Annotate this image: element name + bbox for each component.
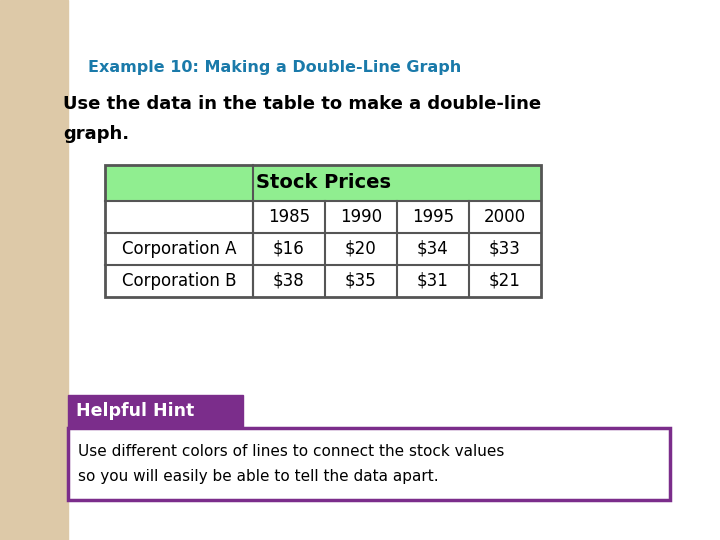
Text: $31: $31 (417, 272, 449, 290)
Text: $35: $35 (345, 272, 377, 290)
Text: $21: $21 (489, 272, 521, 290)
Text: Helpful Hint: Helpful Hint (76, 402, 194, 421)
Text: $33: $33 (489, 240, 521, 258)
Text: Corporation A: Corporation A (122, 240, 236, 258)
Text: $16: $16 (273, 240, 305, 258)
Text: Example 10: Making a Double-Line Graph: Example 10: Making a Double-Line Graph (88, 60, 462, 75)
Text: Use different colors of lines to connect the stock values: Use different colors of lines to connect… (78, 443, 505, 458)
Text: Stock Prices: Stock Prices (256, 173, 390, 192)
Text: $38: $38 (273, 272, 305, 290)
Text: $34: $34 (417, 240, 449, 258)
Text: Corporation B: Corporation B (122, 272, 236, 290)
Text: 1985: 1985 (268, 208, 310, 226)
Text: so you will easily be able to tell the data apart.: so you will easily be able to tell the d… (78, 469, 438, 484)
Bar (0, 0, 68, 540)
Text: graph.: graph. (63, 125, 129, 143)
Bar (105, 201, 541, 297)
Bar (105, 165, 541, 297)
Text: 1990: 1990 (340, 208, 382, 226)
Bar (68, 428, 670, 500)
Text: 1995: 1995 (412, 208, 454, 226)
Text: Use the data in the table to make a double-line: Use the data in the table to make a doub… (63, 95, 541, 113)
Text: 2000: 2000 (484, 208, 526, 226)
Bar (105, 165, 541, 201)
Text: $20: $20 (345, 240, 377, 258)
Bar (68, 395, 243, 428)
